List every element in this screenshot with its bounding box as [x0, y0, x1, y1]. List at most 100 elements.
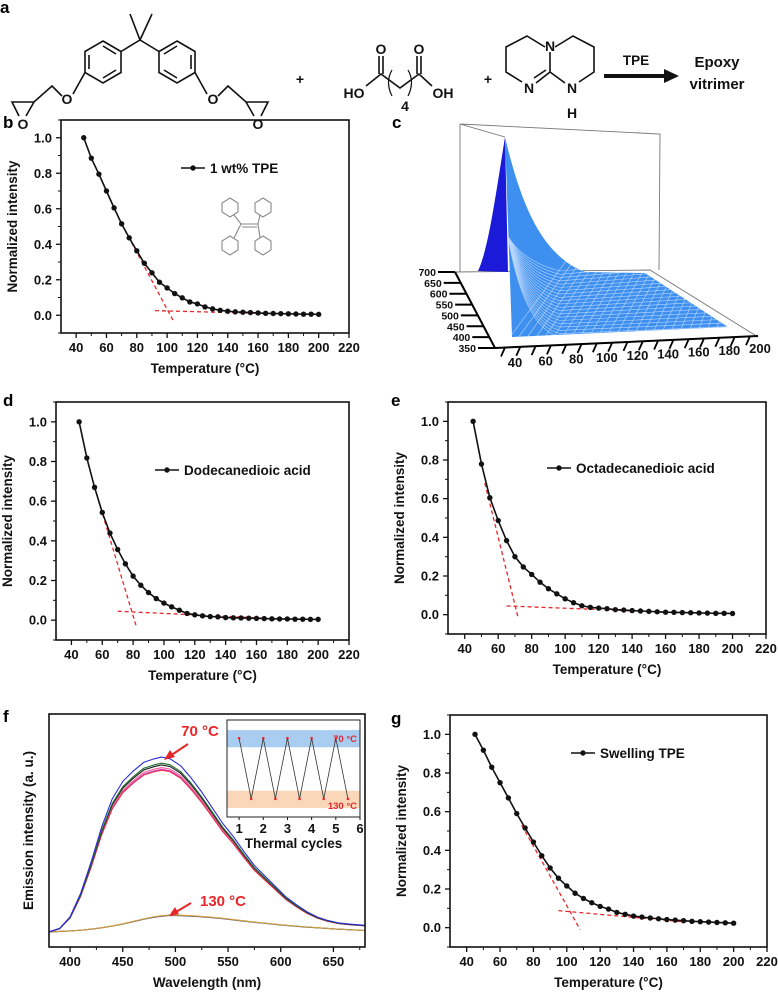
x-tick-label: 120	[184, 647, 206, 662]
benzene-ring-right-double-bonds	[163, 45, 192, 79]
legend-marker	[556, 465, 562, 471]
x-tick-label: 180	[719, 343, 741, 358]
x-tick	[576, 343, 583, 354]
atom-ho: HO	[344, 85, 365, 101]
y-tick-label: 0.2	[423, 882, 441, 897]
x-tick-label: 40	[458, 641, 472, 656]
phenyl-ring	[221, 235, 239, 256]
data-point	[654, 609, 660, 615]
x-tick-label: 120	[187, 340, 209, 355]
x-tick-label: 60	[95, 647, 109, 662]
panel-label-g: g	[391, 709, 401, 728]
data-point	[315, 616, 321, 623]
x-axis-title: Temperature (°C)	[151, 361, 260, 376]
x-tick-label: 140	[215, 647, 237, 662]
x-tick-label: 160	[655, 641, 677, 656]
data-point	[697, 918, 703, 925]
x-tick-label: 100	[596, 350, 618, 365]
data-point	[76, 419, 82, 425]
x-tick-label: 40	[64, 647, 78, 662]
data-point	[495, 517, 501, 524]
data-point	[522, 825, 528, 831]
inset-x-tick-label: 1	[235, 821, 242, 836]
band-label-130c: 130 °C	[328, 801, 357, 812]
data-point	[84, 455, 90, 461]
arrow-label: TPE	[623, 53, 649, 68]
legend-marker	[164, 467, 170, 473]
x-tick-label: 220	[338, 647, 360, 662]
data-point	[528, 571, 535, 578]
x-axis-title: Temperature (°C)	[554, 975, 663, 990]
x-tick-label: 180	[689, 954, 711, 969]
data-point	[246, 615, 252, 621]
data-point	[118, 221, 125, 227]
data-point	[176, 607, 183, 613]
panel-a-reaction-scheme	[10, 13, 679, 117]
data-point	[564, 883, 570, 889]
x-tick	[622, 341, 629, 352]
product-label-line1: Epoxy	[694, 54, 740, 71]
cycle-point	[237, 736, 241, 740]
x-tick	[683, 338, 690, 349]
data-point	[230, 615, 237, 621]
panel-label-c: c	[392, 113, 401, 132]
x-tick-label: 160	[656, 954, 678, 969]
data-point	[300, 616, 306, 622]
x-tick-label: 120	[589, 954, 611, 969]
x-tick-label: 160	[247, 340, 269, 355]
surface-grid-line	[653, 149, 728, 331]
x-tick	[714, 337, 721, 348]
atom-n: N	[524, 80, 534, 96]
annotation-arrow	[175, 902, 192, 913]
data-point	[687, 610, 694, 616]
x-tick-label: 100	[153, 647, 175, 662]
y-tick-label: 700	[418, 267, 436, 279]
data-point	[91, 484, 98, 490]
data-point	[238, 615, 244, 621]
legend-marker	[190, 165, 196, 171]
data-point	[605, 906, 612, 912]
surface-grid-line	[716, 149, 728, 328]
data-point	[215, 614, 221, 620]
data-point	[194, 301, 201, 307]
data-point	[489, 764, 495, 770]
data-point	[269, 616, 275, 622]
data-point	[503, 537, 510, 544]
plus-sign: +	[484, 71, 492, 87]
parenthesis-left	[387, 69, 393, 97]
atom-n: N	[545, 38, 555, 54]
x-tick-label: 200	[307, 647, 329, 662]
x-tick-label: 80	[526, 954, 540, 969]
x-tick-label: 500	[165, 954, 187, 969]
spectrum-line-70c	[48, 762, 366, 933]
plot-frame	[55, 401, 350, 641]
x-tick	[515, 346, 522, 357]
legend-label: Octadecanedioic acid	[576, 461, 715, 476]
atom-o: O	[208, 91, 219, 107]
x-tick	[729, 336, 736, 347]
chart-panel-d: d 40 60 80 100 120 140 160 180 200 220 Temperature …	[0, 391, 360, 683]
legend-label: Dodecanedioic acid	[184, 463, 311, 478]
y-tick-label: 1.0	[34, 130, 52, 145]
data-point	[141, 260, 148, 266]
y-tick-label: 350	[458, 343, 476, 355]
plot-frame	[60, 119, 350, 334]
x-tick-label: 160	[246, 647, 268, 662]
data-point	[81, 135, 87, 141]
data-point	[187, 299, 193, 305]
data-point	[149, 270, 155, 276]
tbd-ring-left	[505, 35, 551, 84]
y-tick-label: 0.8	[421, 453, 439, 468]
glycidyl-chain-right	[194, 72, 270, 117]
x-tick-label: 100	[556, 954, 578, 969]
x-tick-label: 200	[308, 340, 330, 355]
parenthesis-right	[407, 69, 413, 97]
data-point	[307, 616, 314, 623]
temperature-band	[227, 730, 360, 748]
cycle-point	[274, 797, 277, 801]
panel-label-d: d	[3, 391, 13, 410]
surface-grid-line	[671, 149, 728, 330]
data-point	[520, 564, 527, 570]
y-tick-label: 0.6	[29, 494, 47, 509]
